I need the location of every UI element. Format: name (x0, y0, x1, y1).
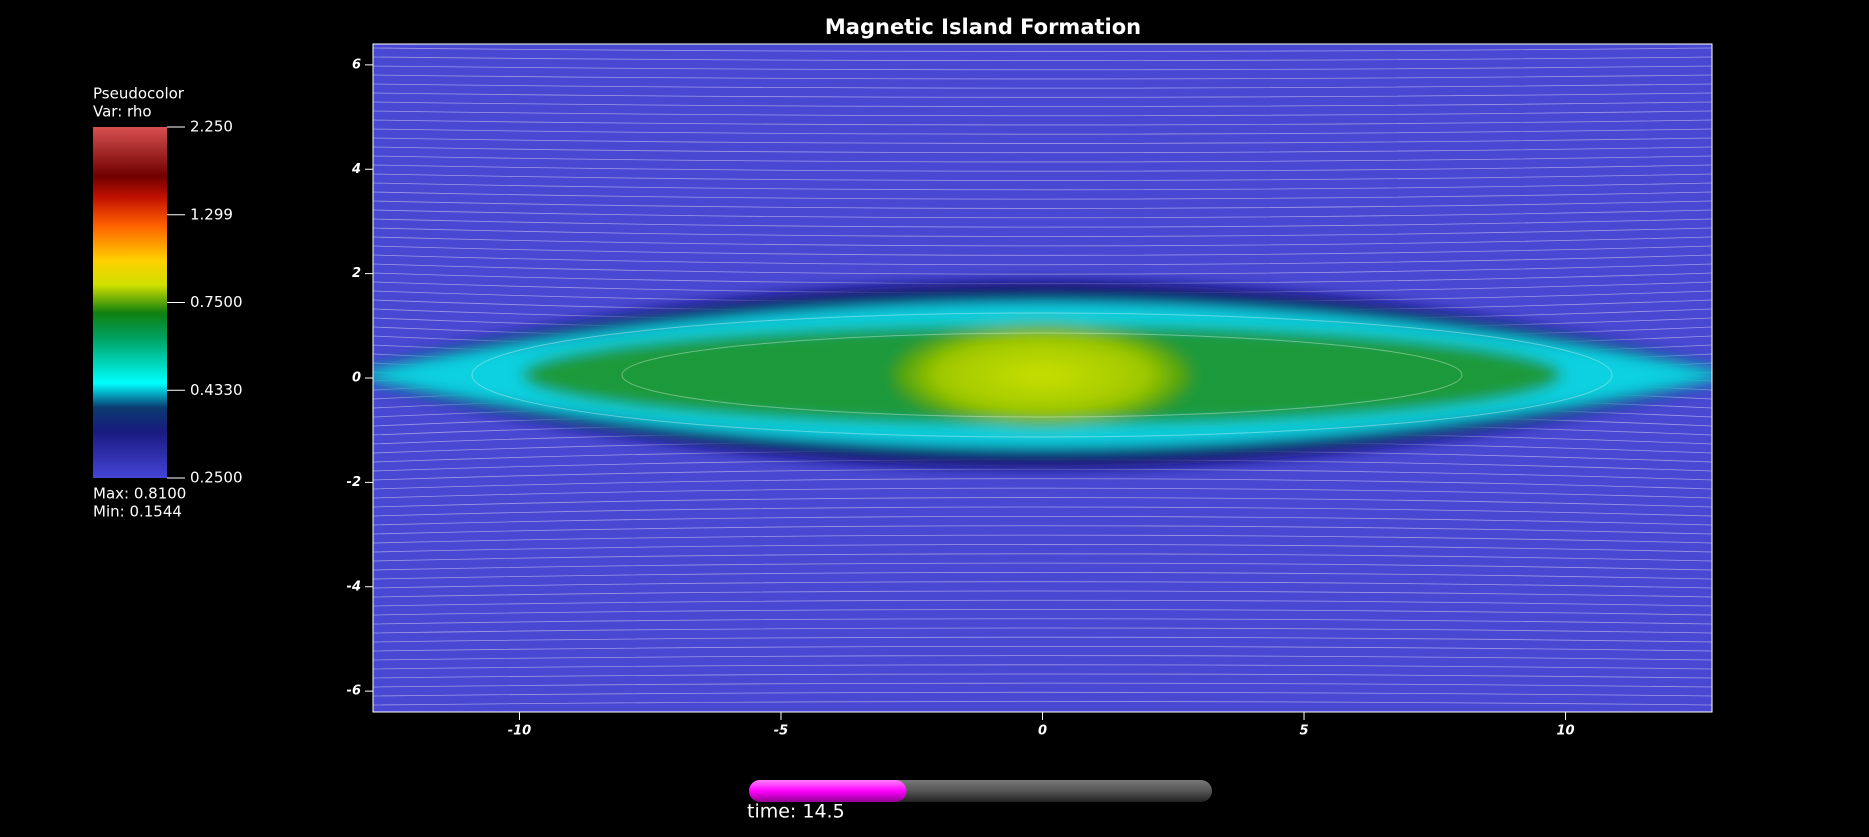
field-line (373, 655, 1712, 661)
field-line (373, 155, 1712, 163)
field-line (373, 636, 1712, 643)
field-line (373, 47, 1712, 52)
field-line (373, 74, 1712, 80)
field-line (373, 497, 1712, 508)
y-tick-label: 0 (352, 371, 361, 386)
field-line (373, 254, 1712, 266)
field-line (373, 627, 1712, 634)
x-tick-label: -5 (774, 724, 788, 739)
density-structure (373, 282, 1712, 468)
legend-min: Min: 0.1544 (93, 503, 182, 521)
field-line (373, 664, 1712, 670)
y-tick-label: 4 (351, 162, 361, 177)
legend-title: Pseudocolor (93, 85, 185, 103)
x-tick-label: -10 (508, 724, 532, 739)
field-line (373, 682, 1712, 688)
field-line (373, 487, 1712, 499)
field-line (373, 56, 1712, 62)
field-line (373, 92, 1712, 98)
field-line (373, 146, 1712, 154)
field-line (373, 478, 1712, 490)
field-line (373, 101, 1712, 107)
field-line (373, 525, 1712, 535)
field-line (373, 673, 1712, 679)
field-line (373, 534, 1712, 544)
field-line (373, 209, 1712, 219)
field-line (373, 110, 1712, 117)
chart-title: Magnetic Island Formation (825, 15, 1141, 39)
field-line (373, 618, 1712, 625)
field-line (373, 691, 1712, 697)
field-line (373, 581, 1712, 589)
field-line (373, 236, 1712, 247)
x-tick-label: 5 (1300, 724, 1309, 739)
colorbar (93, 127, 167, 478)
colorbar-tick-label: 0.7500 (190, 293, 243, 311)
field-line (373, 200, 1712, 209)
field-line (373, 119, 1712, 126)
y-tick-label: -4 (347, 579, 361, 594)
field-line (373, 590, 1712, 598)
field-line (373, 128, 1712, 135)
y-tick-label: -6 (347, 684, 361, 699)
y-tick-label: 2 (352, 266, 361, 281)
field-line (373, 218, 1712, 228)
colorbar-tick-label: 0.2500 (190, 469, 243, 487)
field-line (373, 164, 1712, 172)
y-tick-label: -2 (347, 475, 361, 490)
contour (621, 332, 1463, 418)
field-line (373, 599, 1712, 607)
field-line (373, 65, 1712, 71)
time-slider-progress (749, 780, 907, 802)
field-line (373, 182, 1712, 191)
field-line (373, 553, 1712, 562)
field-plot (373, 44, 1712, 712)
y-tick-label: 6 (352, 57, 361, 72)
field-line (373, 646, 1712, 652)
contour (471, 312, 1613, 438)
field-line (373, 515, 1712, 526)
field-line (373, 83, 1712, 89)
x-tick-label: 10 (1557, 724, 1575, 739)
colorbar-tick-label: 0.4330 (190, 381, 243, 399)
legend-max: Max: 0.8100 (93, 485, 186, 503)
x-tick-label: 0 (1038, 724, 1047, 739)
field-line (373, 468, 1712, 481)
field-line (373, 227, 1712, 237)
field-line (373, 701, 1712, 706)
field-line (373, 173, 1712, 181)
colorbar-tick-label: 2.250 (190, 118, 233, 136)
field-line (373, 137, 1712, 144)
field-line (373, 263, 1712, 275)
colorbar-tick-label: 1.299 (190, 205, 233, 223)
core-region (892, 323, 1192, 427)
field-line (373, 609, 1712, 616)
field-line (373, 506, 1712, 517)
field-line (373, 191, 1712, 200)
legend-variable: Var: rho (93, 103, 152, 121)
field-line (373, 572, 1712, 580)
field-line (373, 245, 1712, 256)
field-line (373, 562, 1712, 571)
field-line (373, 544, 1712, 553)
time-label: time: 14.5 (747, 801, 845, 823)
